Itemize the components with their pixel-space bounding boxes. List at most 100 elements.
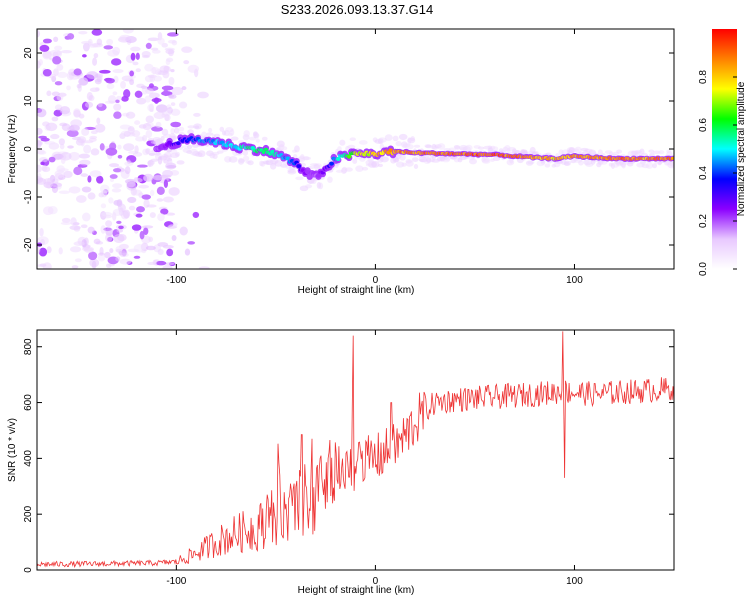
spectrogram-cell [178, 101, 188, 109]
spectrogram-cell [181, 46, 193, 53]
spectrogram-xtick-label: 100 [566, 275, 583, 286]
spectrogram-cell [63, 170, 73, 179]
colorbar-tick-label: 0.6 [698, 118, 709, 132]
spectrogram-cell [193, 112, 201, 117]
spectrogram-cell [113, 103, 122, 111]
spectrogram-cell [70, 119, 83, 128]
spectrogram-cell [43, 206, 54, 216]
spectrogram-cell [45, 122, 58, 132]
spectrogram-cell [135, 52, 140, 61]
spectrogram-cell [174, 151, 180, 157]
spectrogram-cell [68, 151, 80, 161]
spectrogram-cell [170, 102, 176, 106]
spectrogram-cell [60, 221, 72, 226]
spectrogram-cell [54, 45, 63, 51]
spectrogram-cell [67, 33, 75, 40]
spectrogram-cell [349, 137, 356, 142]
spectrogram-cell [136, 97, 147, 105]
spectrogram-cell [40, 137, 50, 142]
spectrogram-cell [170, 170, 180, 176]
spectrogram-cell [151, 126, 163, 132]
spectrogram-cell [145, 115, 154, 124]
spectrogram-cell [73, 68, 82, 76]
spectrogram-cell [110, 58, 122, 66]
spectrogram-cell [109, 248, 114, 254]
spectrogram-cell [117, 154, 123, 159]
spectrogram-cell [454, 145, 461, 150]
spectrogram-cell [118, 225, 124, 230]
colorbar: 0.0 0.2 0.4 0.6 0.8 Normalized spectral ampl… [698, 29, 747, 276]
spectrogram-cell [111, 188, 122, 193]
spectrogram-cell [61, 217, 71, 223]
spectrogram-cell [304, 184, 313, 189]
spectrogram-cell [159, 174, 172, 179]
spectrogram-cell [76, 83, 82, 89]
spectrogram-cell [81, 128, 90, 136]
spectrogram-cell [243, 130, 250, 138]
spectrogram-cell [37, 245, 41, 255]
spectrogram-cell [91, 260, 97, 269]
spectrogram-cell [173, 127, 180, 134]
snr-ytick-label: 800 [23, 338, 34, 355]
spectrogram-cell [60, 157, 66, 165]
spectrogram-cell [61, 123, 71, 132]
spectrogram-cell [424, 144, 433, 149]
spectrogram-cell [87, 226, 95, 234]
spectrogram-cell [81, 40, 92, 45]
spectrogram-cell [118, 250, 127, 256]
spectrogram-cell [184, 248, 191, 256]
spectrogram-cell [42, 262, 52, 269]
spectrogram-cell [78, 30, 88, 35]
spectrogram-cell [147, 37, 160, 42]
spectrogram-cell [378, 163, 383, 168]
spectrogram-cell [388, 148, 394, 153]
spectrogram-cell [128, 205, 136, 211]
spectrogram-cell [160, 208, 169, 215]
spectrogram-cell [106, 263, 112, 268]
spectrogram-cell [183, 60, 190, 65]
spectrogram-cell [329, 161, 335, 166]
spectrogram-cell [126, 181, 137, 191]
spectrogram-cell [105, 77, 115, 84]
spectrogram-cell [175, 141, 181, 146]
spectrogram-cell [270, 149, 275, 154]
spectrogram-cell [163, 133, 172, 139]
spectrogram-cell [48, 156, 56, 163]
spectrogram-cell [113, 199, 122, 206]
spectrogram-cell [157, 248, 164, 255]
spectrogram-cell [168, 224, 178, 229]
spectrogram-cell [80, 173, 89, 177]
spectrogram-cell [79, 159, 91, 166]
spectrogram-cell [54, 81, 63, 86]
spectrogram-cell [318, 182, 324, 190]
spectrogram-cell [86, 71, 99, 80]
spectrogram-cell [413, 163, 419, 170]
spectrogram-cell [168, 49, 174, 57]
spectrogram-cell [392, 135, 399, 142]
spectrogram-cell [119, 258, 132, 265]
spectrogram-cell [157, 213, 165, 222]
spectrogram-cell [93, 238, 101, 245]
snr-ytick-label: 0 [23, 567, 34, 573]
spectrogram-cell [153, 97, 159, 104]
spectrogram-cell [355, 165, 364, 172]
spectrogram-cell [170, 108, 181, 116]
spectrogram-cell [148, 236, 154, 243]
spectrogram-cell [166, 248, 174, 257]
spectrogram-cell [37, 108, 47, 118]
snr-series-line [37, 331, 674, 568]
spectrogram-cell [68, 186, 81, 194]
spectrogram-cell [437, 143, 446, 150]
spectrogram-cell [361, 166, 369, 171]
spectrogram-cell [130, 46, 141, 52]
spectrogram-cell [399, 154, 406, 161]
spectrogram-cell [141, 194, 152, 200]
spectrogram-cell [219, 126, 225, 132]
snr-ytick-label: 600 [23, 394, 34, 411]
spectrogram-cell [147, 104, 154, 112]
spectrogram-cell [134, 176, 139, 182]
spectrogram-cell [187, 125, 196, 129]
spectrogram-cell [170, 69, 175, 73]
spectrogram-cell [155, 104, 168, 113]
